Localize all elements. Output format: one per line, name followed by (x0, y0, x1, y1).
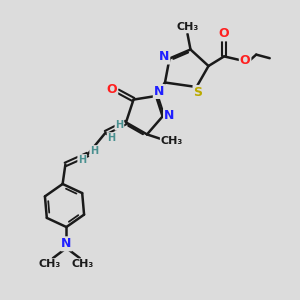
Text: CH₃: CH₃ (39, 259, 61, 269)
Text: N: N (159, 50, 169, 64)
Text: H: H (78, 155, 86, 165)
Text: H: H (115, 120, 124, 130)
Text: N: N (61, 237, 72, 250)
Text: O: O (240, 53, 250, 67)
Text: CH₃: CH₃ (161, 136, 183, 146)
Text: O: O (219, 27, 230, 40)
Text: N: N (164, 109, 174, 122)
Text: CH₃: CH₃ (72, 259, 94, 269)
Text: H: H (107, 133, 116, 143)
Text: CH₃: CH₃ (176, 22, 199, 32)
Text: S: S (194, 86, 202, 99)
Text: N: N (154, 85, 164, 98)
Text: H: H (90, 146, 98, 156)
Text: O: O (106, 83, 117, 96)
